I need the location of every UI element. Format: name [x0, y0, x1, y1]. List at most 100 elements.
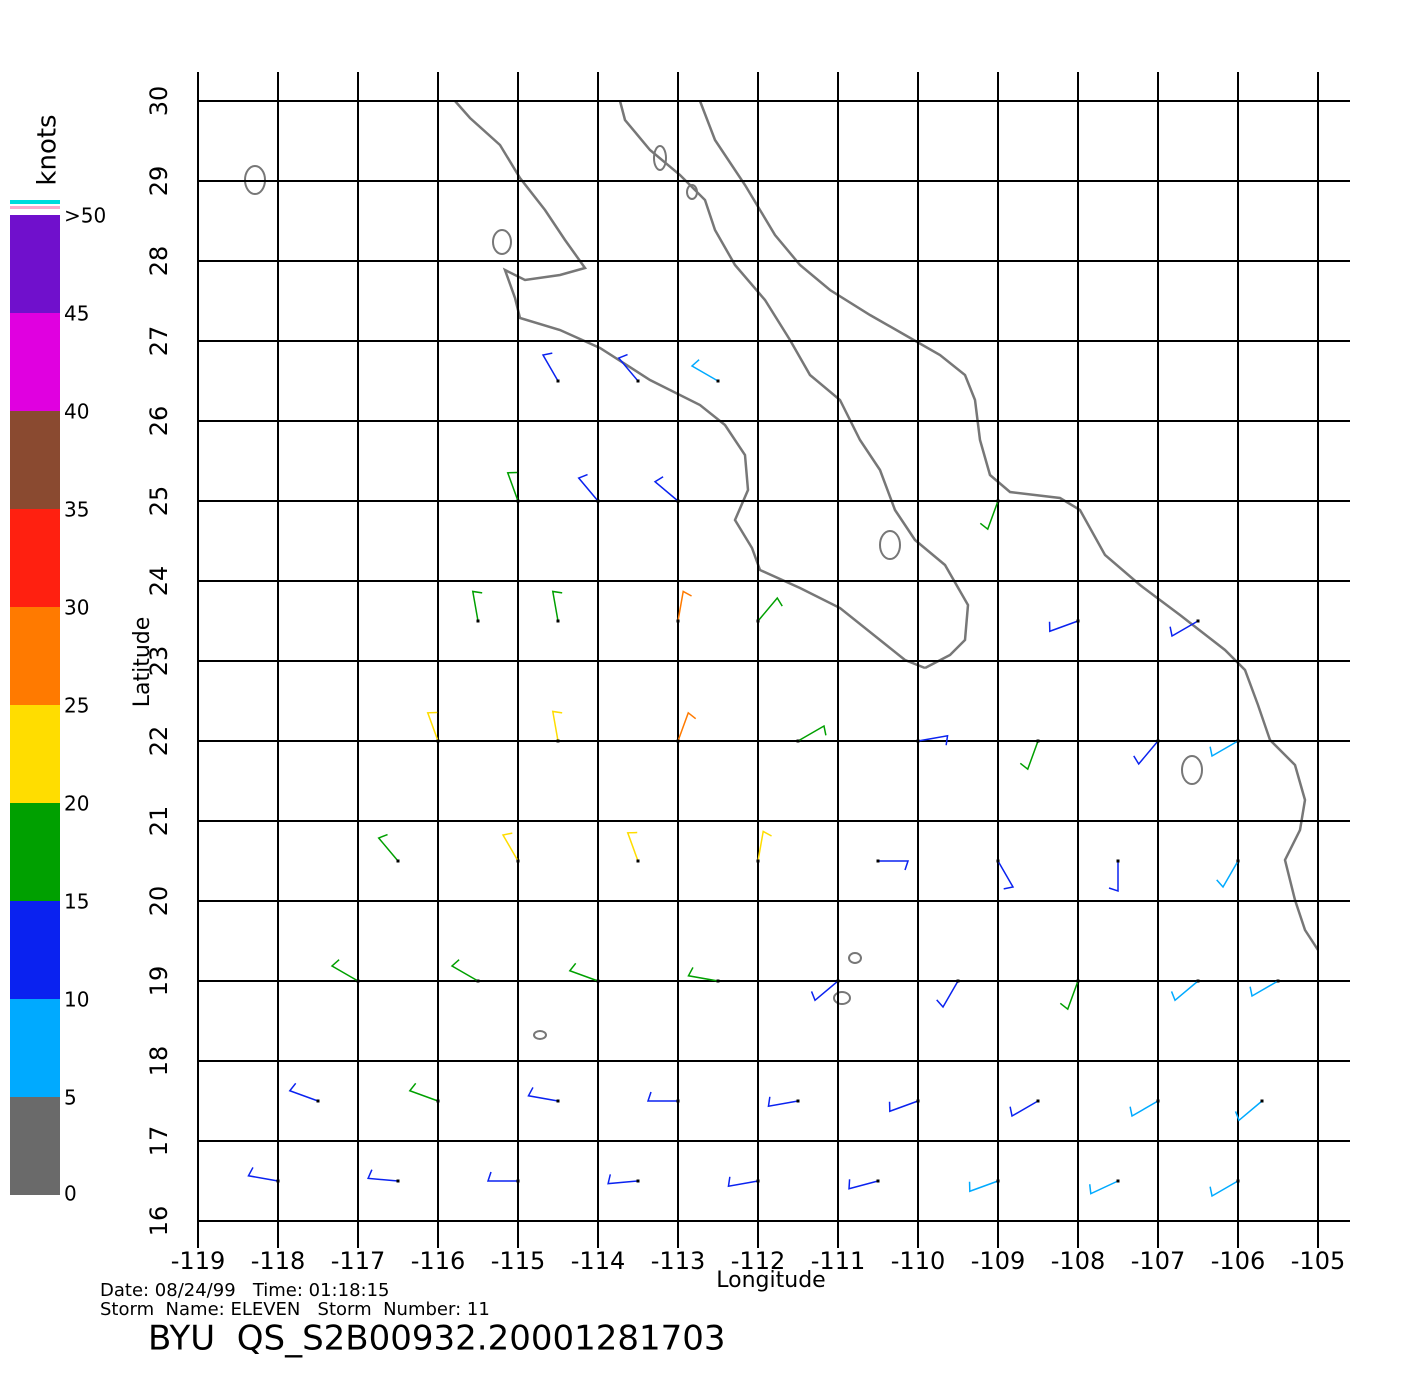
wind-barb [810, 980, 839, 1002]
x-axis-label: Longitude [716, 1268, 825, 1293]
x-tick-label: -114 [571, 1247, 625, 1275]
y-tick-label: 22 [145, 726, 173, 757]
colorbar-tick-label: 10 [64, 988, 89, 1012]
barb-origin [396, 859, 400, 863]
barb-origin [596, 979, 600, 983]
wind-barb [1019, 740, 1039, 771]
barb-origin [1156, 1099, 1160, 1103]
wind-barb [1088, 1180, 1119, 1195]
y-tick-label: 17 [145, 1126, 173, 1157]
colorbar-segment [10, 705, 60, 803]
barb-origin [396, 1179, 400, 1183]
wind-barb [757, 596, 783, 622]
footer-id: BYU QS_S2B00932.20001281703 [148, 1319, 726, 1359]
colorbar-tick-label: >50 [64, 204, 106, 228]
barb-origin [436, 739, 440, 743]
barb-origin [996, 499, 1000, 503]
barb-origin [1036, 739, 1040, 743]
wind-barb [767, 1096, 799, 1108]
barb-origin [756, 859, 760, 863]
mainland-coast [698, 100, 1320, 951]
wind-barb [551, 590, 563, 622]
barb-origin [916, 739, 920, 743]
colorbar-tick-label: 35 [64, 498, 89, 522]
wind-barb [408, 1082, 439, 1102]
barb-origin [1076, 619, 1080, 623]
barb-origin [516, 859, 520, 863]
x-tick-label: -111 [811, 1247, 865, 1275]
wind-barb [288, 1082, 319, 1102]
colorbar-segment [10, 607, 60, 705]
baja-east-coast [618, 100, 970, 670]
wind-barb [677, 711, 697, 742]
y-tick-label: 19 [145, 966, 173, 997]
barb-origin [676, 739, 680, 743]
wind-barb [367, 1169, 399, 1182]
barb-origin [476, 979, 480, 983]
barb-origin [1076, 979, 1080, 983]
barb-origin [636, 859, 640, 863]
x-tick-label: -107 [1131, 1247, 1185, 1275]
x-tick-label: -106 [1211, 1247, 1265, 1275]
wind-barb [653, 476, 679, 502]
barb-origin [756, 1179, 760, 1183]
island [833, 991, 851, 1005]
x-tick-label: -117 [331, 1247, 385, 1275]
barb-origin [1116, 1179, 1120, 1183]
wind-barb [1249, 980, 1279, 998]
barb-origin [1156, 739, 1160, 743]
barb-origin [316, 1099, 320, 1103]
colorbar-tick-label: 15 [64, 890, 89, 914]
x-tick-label: -109 [971, 1247, 1025, 1275]
colorbar-cap [10, 200, 60, 204]
y-tick-label: 29 [145, 166, 173, 197]
barb-origin [916, 1099, 920, 1103]
colorbar-tick-label: 0 [64, 1182, 77, 1206]
x-tick-label: -112 [731, 1247, 785, 1275]
colorbar-tick-label: 45 [64, 302, 89, 326]
wind-barb [757, 830, 772, 862]
barb-origin [556, 379, 560, 383]
x-tick-label: -115 [491, 1247, 545, 1275]
barb-origin [1196, 619, 1200, 623]
wind-barb [541, 352, 559, 382]
x-tick-label: -113 [651, 1247, 705, 1275]
y-tick-label: 26 [145, 406, 173, 437]
barb-origin [676, 619, 680, 623]
barb-origin [596, 499, 600, 503]
barb-origin [756, 619, 760, 623]
barb-origin [516, 499, 520, 503]
barb-origin [1236, 1179, 1240, 1183]
barb-origin [1276, 979, 1280, 983]
wind-barb [501, 832, 519, 862]
colorbar-title: knots [33, 114, 63, 185]
barb-origin [476, 619, 480, 623]
wind-barb [1169, 620, 1199, 638]
island [492, 229, 512, 255]
island [879, 530, 901, 560]
y-axis-label: Latitude [130, 617, 155, 708]
barb-origin [1036, 1099, 1040, 1103]
y-tick-label: 21 [145, 806, 173, 837]
wind-barb [848, 1179, 879, 1190]
colorbar-tick-label: 30 [64, 596, 89, 620]
barb-origin [796, 1099, 800, 1103]
y-tick-label: 27 [145, 326, 173, 357]
barb-origin [996, 1179, 1000, 1183]
island [686, 184, 698, 200]
colorbar-segment [10, 215, 60, 313]
colorbar-segment [10, 901, 60, 999]
wind-barb [1234, 1100, 1263, 1122]
barb-origin [996, 859, 1000, 863]
wind-barb [646, 1091, 678, 1102]
footer-date: Date: 08/24/99 Time: 01:18:15 [100, 1280, 390, 1301]
wind-barb [997, 860, 1015, 890]
colorbar-segment [10, 803, 60, 901]
wind-barb [677, 590, 692, 622]
wind-barb [917, 734, 949, 746]
y-tick-label: 30 [145, 86, 173, 117]
island [1181, 755, 1203, 785]
wind-barb [330, 959, 359, 982]
barb-origin [836, 979, 840, 983]
